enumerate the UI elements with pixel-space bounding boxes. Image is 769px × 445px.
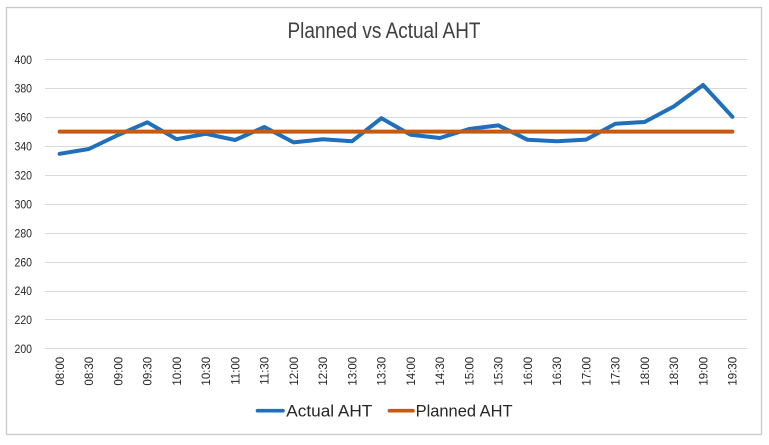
svg-text:17:00: 17:00	[581, 357, 593, 386]
svg-text:09:30: 09:30	[143, 357, 155, 386]
svg-text:15:00: 15:00	[464, 357, 476, 386]
svg-text:400: 400	[15, 55, 33, 67]
svg-text:16:00: 16:00	[523, 357, 535, 386]
svg-text:16:30: 16:30	[552, 357, 564, 386]
svg-text:Planned vs Actual AHT: Planned vs Actual AHT	[288, 18, 481, 43]
svg-text:08:00: 08:00	[55, 357, 67, 386]
svg-text:Actual AHT: Actual AHT	[286, 403, 372, 421]
svg-text:320: 320	[15, 171, 33, 183]
svg-text:13:30: 13:30	[377, 357, 389, 386]
svg-text:14:00: 14:00	[406, 357, 418, 386]
svg-text:Planned AHT: Planned AHT	[416, 403, 513, 421]
svg-text:200: 200	[15, 344, 33, 356]
svg-text:11:00: 11:00	[230, 357, 242, 385]
svg-text:11:30: 11:30	[260, 357, 272, 385]
svg-text:19:00: 19:00	[698, 357, 710, 386]
svg-text:240: 240	[15, 286, 33, 298]
svg-text:14:30: 14:30	[435, 357, 447, 386]
svg-text:220: 220	[15, 315, 33, 327]
svg-text:10:30: 10:30	[201, 357, 213, 386]
svg-text:10:00: 10:00	[172, 357, 184, 386]
svg-text:280: 280	[15, 228, 33, 240]
svg-text:13:00: 13:00	[347, 357, 359, 386]
svg-text:17:30: 17:30	[611, 357, 623, 386]
svg-text:12:00: 12:00	[289, 357, 301, 386]
svg-text:18:00: 18:00	[640, 357, 652, 386]
svg-text:12:30: 12:30	[318, 357, 330, 386]
svg-text:300: 300	[15, 200, 33, 212]
svg-text:380: 380	[15, 84, 33, 96]
svg-text:09:00: 09:00	[113, 357, 125, 386]
svg-text:15:30: 15:30	[494, 357, 506, 386]
svg-text:340: 340	[15, 142, 33, 154]
svg-text:360: 360	[15, 113, 33, 125]
svg-text:19:30: 19:30	[728, 357, 740, 386]
svg-text:08:30: 08:30	[84, 357, 96, 386]
svg-text:18:30: 18:30	[669, 357, 681, 386]
svg-text:260: 260	[15, 257, 33, 269]
